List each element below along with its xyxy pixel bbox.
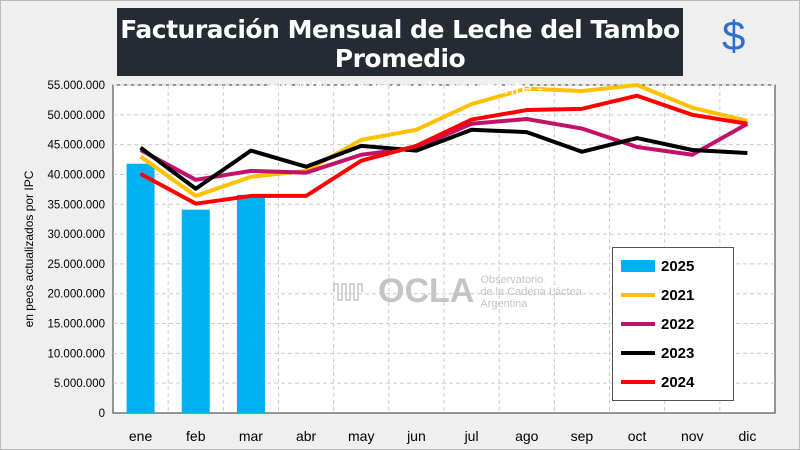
line-2024	[139, 93, 748, 206]
x-tick-label: dic	[738, 428, 756, 444]
legend-item-2023: 2023	[621, 343, 694, 363]
chart-subtitle: - sin IVA y en moneda constante -	[256, 79, 544, 99]
y-tick-label: 55.000.000	[47, 80, 105, 92]
y-tick-label: 5.000.000	[54, 378, 105, 390]
x-tick-label: may	[348, 428, 374, 444]
bar-2025-ene	[126, 163, 155, 413]
x-tick-label: mar	[239, 428, 263, 444]
legend-label: 2024	[661, 373, 695, 391]
y-tick-label: 20.000.000	[47, 289, 105, 301]
y-tick-label: 0	[99, 408, 105, 420]
bar-2025-mar	[236, 194, 265, 413]
legend-item-2025: 2025	[621, 256, 694, 276]
y-tick-label: 30.000.000	[47, 229, 105, 241]
legend-item-2024: 2024	[621, 372, 694, 392]
legend-swatch	[621, 351, 655, 355]
y-tick-label: 10.000.000	[47, 348, 105, 360]
legend-label: 2025	[661, 257, 695, 275]
x-tick-label: ago	[515, 428, 539, 444]
line-2023	[139, 127, 748, 191]
legend-swatch	[621, 380, 655, 384]
line-2021	[139, 83, 748, 198]
y-axis-label: en peos actualizados por IPC	[22, 170, 36, 327]
legend-swatch	[621, 293, 655, 297]
chart-title: Facturación Mensual de Leche del Tambo P…	[120, 15, 680, 73]
y-tick-label: 45.000.000	[47, 140, 105, 152]
x-tick-label: oct	[628, 428, 647, 444]
x-tick-label: jul	[464, 428, 479, 444]
x-tick-label: abr	[296, 428, 317, 444]
y-tick-label: 50.000.000	[47, 110, 105, 122]
x-tick-label: feb	[186, 428, 206, 444]
legend-swatch	[621, 322, 655, 326]
legend-swatch	[621, 260, 655, 272]
y-tick-label: 15.000.000	[47, 319, 105, 331]
x-tick-label: sep	[571, 428, 594, 444]
legend-item-2021: 2021	[621, 285, 694, 305]
x-tick-label: ene	[129, 428, 153, 444]
x-tick-label: jun	[406, 428, 426, 444]
y-tick-label: 40.000.000	[47, 169, 105, 181]
y-tick-label: 35.000.000	[47, 199, 105, 211]
title-box: Facturación Mensual de Leche del Tambo P…	[117, 8, 683, 99]
legend: 2025 2021 2022 2023 2024	[612, 247, 734, 401]
line-2022	[139, 116, 749, 182]
y-tick-label: 25.000.000	[47, 259, 105, 271]
bar-2025-feb	[181, 209, 210, 413]
legend-label: 2023	[661, 344, 695, 362]
x-tick-label: nov	[681, 428, 704, 444]
legend-label: 2021	[661, 286, 695, 304]
legend-label: 2022	[661, 315, 695, 333]
legend-item-2022: 2022	[621, 314, 694, 334]
dollar-icon: $	[722, 12, 746, 59]
